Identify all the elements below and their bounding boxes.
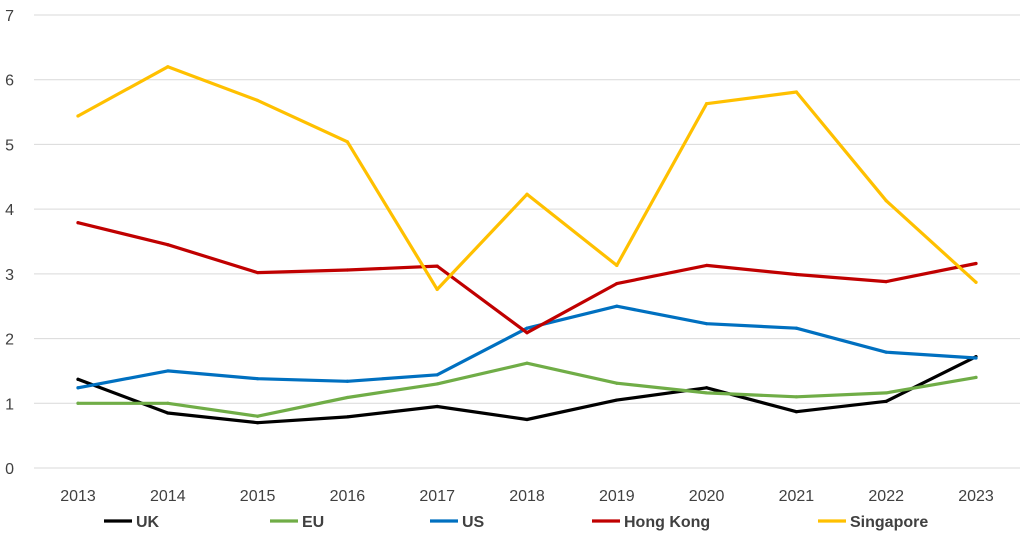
data-point xyxy=(76,221,80,225)
data-point xyxy=(166,401,170,405)
data-point xyxy=(884,350,888,354)
legend-label-singapore: Singapore xyxy=(850,514,928,531)
data-point xyxy=(76,114,80,118)
data-point xyxy=(794,326,799,330)
data-point xyxy=(974,280,978,284)
y-tick-label: 6 xyxy=(5,73,14,90)
data-point xyxy=(345,140,349,144)
x-tick-label: 2022 xyxy=(868,488,904,505)
data-point xyxy=(166,411,170,415)
x-tick-label: 2014 xyxy=(150,488,186,505)
x-tick-label: 2021 xyxy=(779,488,815,505)
series-line-uk xyxy=(76,355,978,425)
data-point xyxy=(435,382,439,386)
legend: UK EU US Hong Kong Singapore xyxy=(104,514,928,531)
series-line-singapore xyxy=(76,65,978,291)
x-axis-ticks: 2013 2014 2015 2016 2017 2018 2019 2020 2021 2022… xyxy=(60,488,994,505)
data-point xyxy=(884,280,888,284)
data-point xyxy=(435,404,439,409)
y-tick-label: 1 xyxy=(5,396,14,413)
series-line-us xyxy=(76,304,978,390)
data-point xyxy=(615,281,619,286)
y-tick-label: 5 xyxy=(5,137,14,154)
data-point xyxy=(884,199,888,203)
legend-label-eu: EU xyxy=(302,514,324,531)
x-tick-label: 2020 xyxy=(689,488,725,505)
series-lines xyxy=(76,65,978,425)
data-point xyxy=(615,398,619,402)
data-point xyxy=(345,415,349,419)
data-point xyxy=(525,192,529,196)
y-tick-label: 0 xyxy=(5,461,14,478)
y-tick-label: 4 xyxy=(5,202,14,219)
data-point xyxy=(166,369,170,373)
data-point xyxy=(794,272,799,277)
data-point xyxy=(166,65,170,69)
data-point xyxy=(974,356,978,360)
y-tick-label: 7 xyxy=(5,8,14,25)
data-point xyxy=(166,243,170,247)
data-point xyxy=(974,375,978,379)
data-point xyxy=(615,304,619,308)
data-point xyxy=(615,381,619,385)
legend-label-uk: UK xyxy=(136,514,160,531)
data-point xyxy=(435,264,439,268)
data-point xyxy=(705,391,709,395)
data-point xyxy=(256,414,260,418)
data-point xyxy=(705,263,709,268)
data-point xyxy=(705,386,709,390)
data-point xyxy=(76,401,80,405)
data-point xyxy=(435,287,439,291)
data-point xyxy=(345,379,349,383)
x-tick-label: 2017 xyxy=(419,488,455,505)
data-point xyxy=(345,268,349,272)
series-line-hong-kong xyxy=(76,221,978,335)
x-tick-label: 2013 xyxy=(60,488,96,505)
y-tick-label: 3 xyxy=(5,267,14,284)
legend-label-hong-kong: Hong Kong xyxy=(624,514,710,531)
data-point xyxy=(256,270,260,275)
data-point xyxy=(76,377,80,381)
data-point xyxy=(256,421,260,425)
data-point xyxy=(525,326,529,330)
data-point xyxy=(525,417,529,422)
legend-label-us: US xyxy=(462,514,485,531)
data-point xyxy=(525,361,529,365)
data-point xyxy=(435,373,439,377)
data-point xyxy=(794,410,799,414)
data-point xyxy=(345,395,349,400)
y-tick-label: 2 xyxy=(5,332,14,349)
x-tick-label: 2018 xyxy=(509,488,545,505)
data-point xyxy=(256,377,260,381)
data-point xyxy=(256,98,260,103)
x-tick-label: 2023 xyxy=(958,488,994,505)
data-point xyxy=(794,395,799,399)
x-tick-label: 2019 xyxy=(599,488,635,505)
series-line-eu xyxy=(76,361,978,418)
data-point xyxy=(76,386,80,390)
y-axis-ticks: 0 1 2 3 4 5 6 7 xyxy=(5,8,14,478)
data-point xyxy=(794,90,799,94)
data-point xyxy=(705,102,709,106)
data-point xyxy=(974,261,978,266)
data-point xyxy=(615,263,619,268)
data-point xyxy=(525,331,529,335)
data-point xyxy=(884,391,888,395)
data-point xyxy=(884,399,888,403)
data-point xyxy=(705,322,709,326)
x-tick-label: 2015 xyxy=(240,488,276,505)
x-tick-label: 2016 xyxy=(330,488,366,505)
